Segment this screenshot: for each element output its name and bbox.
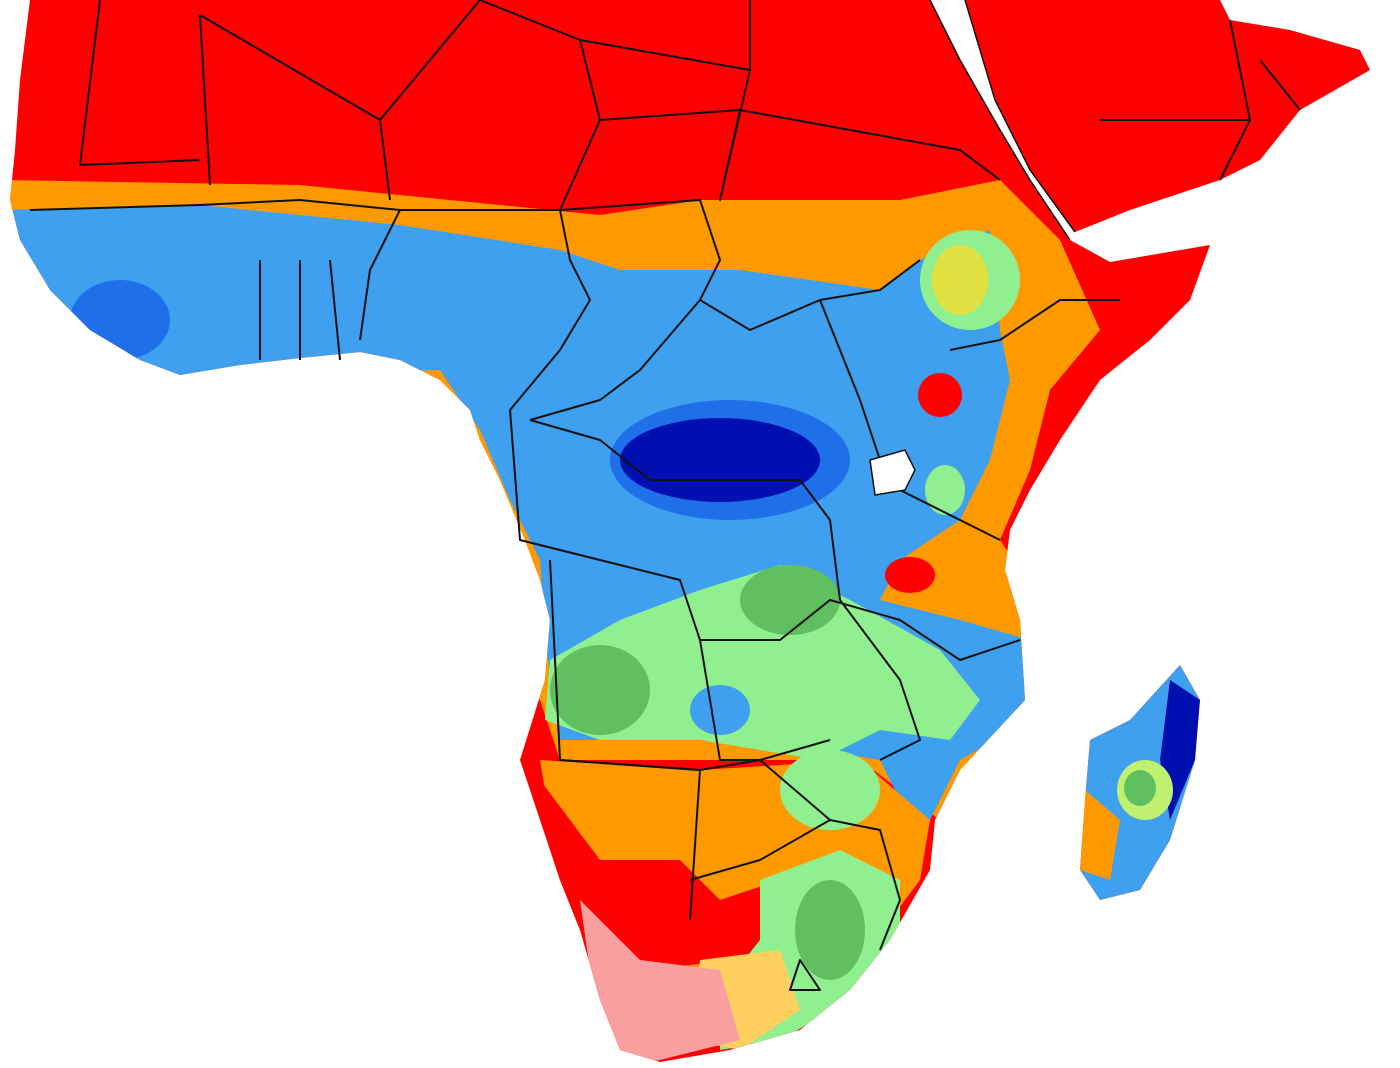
country-borders [29,0,1301,991]
zone-pink [580,900,740,1062]
zone-green [740,565,840,635]
zone-green [550,645,650,735]
border [509,409,1021,771]
border [559,759,901,991]
zone-green [795,880,865,980]
zone-orange [1080,790,1120,880]
coastline [929,0,1076,241]
zone-green [1124,770,1156,806]
border [1100,19,1301,181]
lake-victoria [869,449,916,496]
zone-light-green [925,465,965,515]
zone-yellow [932,245,988,315]
zone-red [918,373,962,417]
zone-red [885,557,935,593]
zone-light-green [780,750,880,830]
zone-deep-blue [70,280,170,360]
zone-blue [690,685,750,735]
border [529,199,1120,461]
zone-light-green [545,565,980,760]
border [79,0,1001,211]
zone-darkest-blue [620,418,820,502]
